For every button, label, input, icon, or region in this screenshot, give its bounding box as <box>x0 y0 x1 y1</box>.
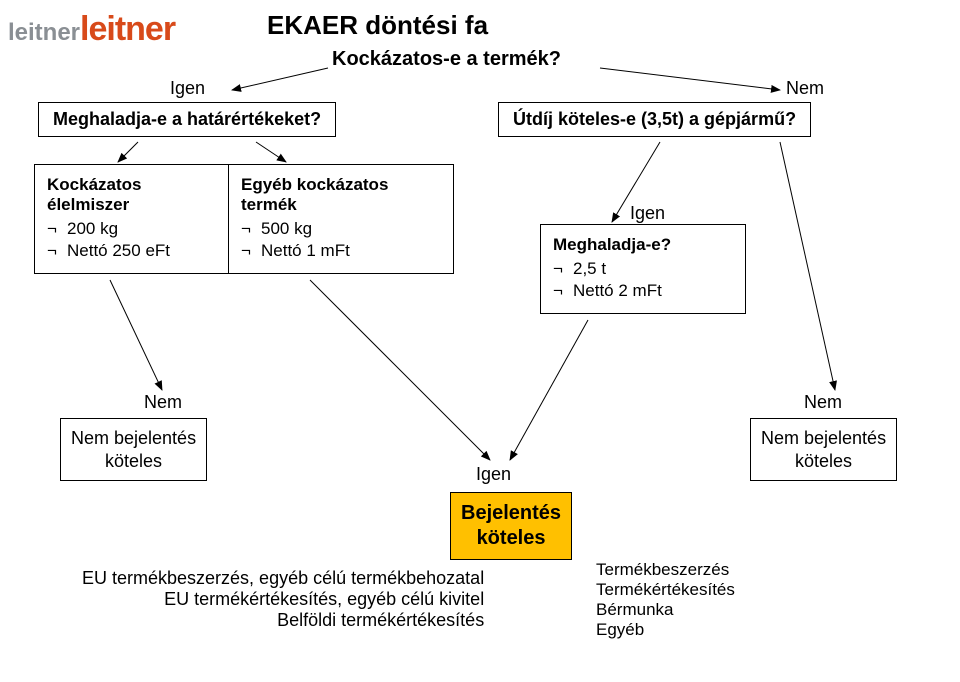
box-exceeds: Meghaladja-e? ¬2,5 t¬Nettó 2 mFt <box>540 224 746 314</box>
box-exceeds-list: ¬2,5 t¬Nettó 2 mFt <box>553 259 733 301</box>
box-risky-food-header: Kockázatos élelmiszer <box>47 175 217 215</box>
bottom-right-text: TermékbeszerzésTermékértékesítésBérmunka… <box>596 560 735 640</box>
brand-logo: leitnerleitner <box>8 10 175 49</box>
result-required: Bejelentésköteles <box>450 492 572 560</box>
box-risky-food: Kockázatos élelmiszer ¬200 kg¬Nettó 250 … <box>34 164 230 274</box>
node-toll-question: Útdíj köteles-e (3,5t) a gépjármű? <box>498 102 811 137</box>
logo-part-2: leitner <box>80 10 175 48</box>
list-item: ¬Nettó 250 eFt <box>47 241 217 261</box>
box-risky-food-list: ¬200 kg¬Nettó 250 eFt <box>47 219 217 261</box>
list-item: ¬500 kg <box>241 219 441 239</box>
label-nem-bottom-left: Nem <box>144 392 182 413</box>
result-not-required-right: Nem bejelentésköteles <box>750 418 897 481</box>
list-item: ¬Nettó 2 mFt <box>553 281 733 301</box>
logo-part-1: leitner <box>8 19 80 46</box>
label-nem-bottom-right: Nem <box>804 392 842 413</box>
label-igen-mid: Igen <box>630 203 665 224</box>
node-threshold-question: Meghaladja-e a határértékeket? <box>38 102 336 137</box>
result-not-required-left: Nem bejelentésköteles <box>60 418 207 481</box>
list-item: ¬2,5 t <box>553 259 733 279</box>
bottom-left-text: EU termékbeszerzés, egyéb célú termékbeh… <box>82 568 484 631</box>
page-title: EKAER döntési fa <box>267 10 488 41</box>
root-question: Kockázatos-e a termék? <box>332 48 561 71</box>
label-nem-top-right: Nem <box>786 78 824 99</box>
label-igen-bottom: Igen <box>476 464 511 485</box>
list-item: ¬Nettó 1 mFt <box>241 241 441 261</box>
box-exceeds-header: Meghaladja-e? <box>553 235 733 255</box>
list-item: ¬200 kg <box>47 219 217 239</box>
label-igen-top-left: Igen <box>170 78 205 99</box>
box-other-risky-header: Egyéb kockázatos termék <box>241 175 441 215</box>
box-other-risky: Egyéb kockázatos termék ¬500 kg¬Nettó 1 … <box>228 164 454 274</box>
box-other-risky-list: ¬500 kg¬Nettó 1 mFt <box>241 219 441 261</box>
